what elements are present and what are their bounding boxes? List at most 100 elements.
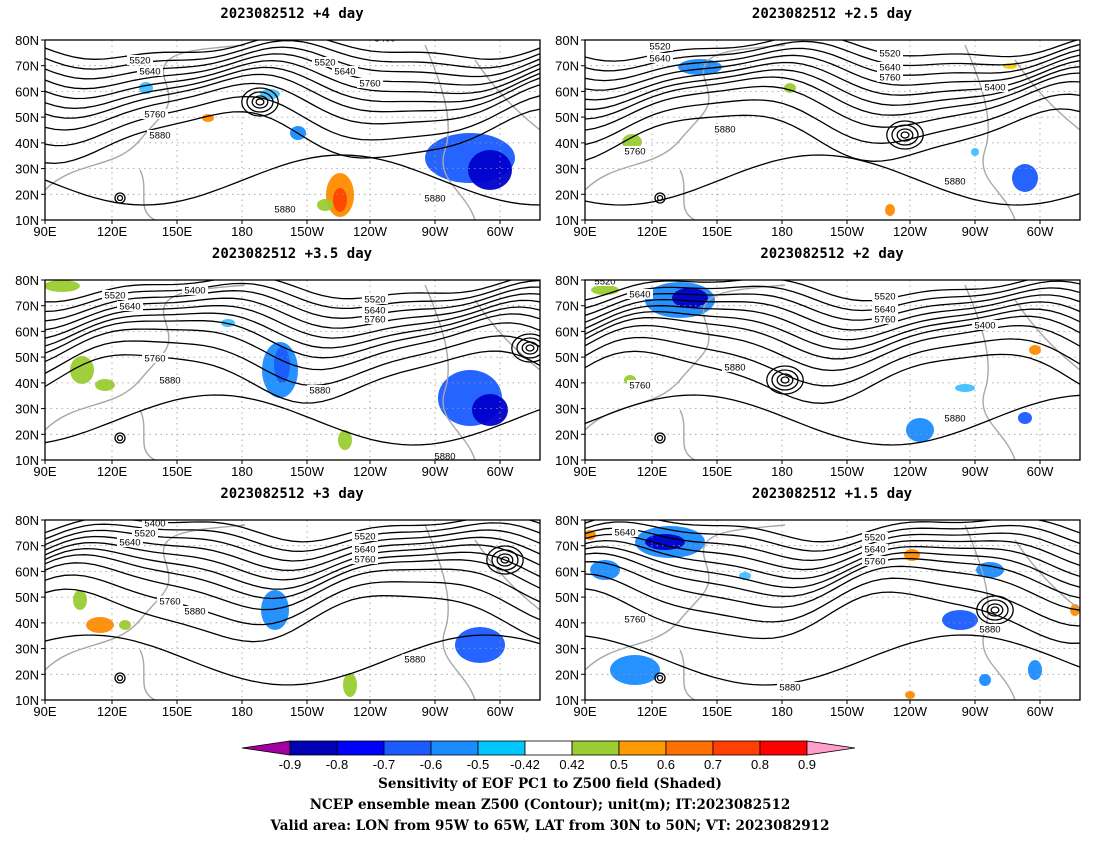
closed-contour [990,606,1000,614]
lon-label: 180 [231,224,253,239]
map-frame [44,279,541,461]
contour-label: 5880 [779,683,800,694]
contour-label-bg [877,72,903,82]
closed-contour [516,337,540,359]
contour-label-bg [362,294,388,304]
contour-label-bg [622,146,648,156]
closed-contour [656,434,664,442]
colorbar-segment [524,740,573,756]
coastline [45,524,246,671]
contour-line [585,280,1080,312]
closed-contour [116,674,124,682]
lat-label: 40N [555,376,579,391]
sensitivity-shade [455,627,505,663]
coastline [474,539,540,611]
lat-label: 30N [15,402,39,417]
lat-label: 70N [555,59,579,74]
lat-label: 80N [555,513,579,528]
lon-label: 150E [162,464,193,479]
contour-label-bg [877,48,903,58]
contour-line [45,588,540,643]
contour-label-bg [352,531,378,541]
lon-label: 60W [487,464,514,479]
contour-label: 5880 [404,655,425,666]
contour-line [585,336,1080,387]
lat-label: 10N [555,453,579,468]
contour-line [585,527,1080,562]
sensitivity-shade [672,288,708,308]
closed-contour [654,192,666,204]
contour-label-bg [362,314,388,324]
lat-label: 60N [555,324,579,339]
colorbar-label: 0.6 [657,757,675,772]
contour-label: 5520 [864,533,885,544]
closed-contour [981,599,1009,621]
lon-label: 150E [162,704,193,719]
coastline [1014,539,1080,611]
contour-label-bg [862,556,888,566]
lat-label: 40N [555,136,579,151]
contour-label-bg [372,40,398,43]
coastline [474,299,540,371]
caption-line-2: NCEP ensemble mean Z500 (Contour); unit(… [309,797,791,813]
lat-label: 30N [555,642,579,657]
closed-contour [511,333,540,363]
sensitivity-shade [1012,164,1038,192]
sensitivity-shade [86,617,114,633]
colorbar-label: 0.9 [798,757,816,772]
contour-label-bg [712,124,738,134]
colorbar-segment [336,740,385,756]
coastline [424,284,476,460]
contour-line [45,73,540,119]
lon-label: 120W [353,464,388,479]
contour-line [45,562,540,611]
lon-label: 60W [1027,464,1054,479]
lon-label: 150E [702,704,733,719]
lon-label: 120E [637,704,668,719]
contour-label: 5640 [874,305,895,316]
contour-label-bg [777,682,803,692]
coastline [474,59,540,131]
lat-label: 20N [555,187,579,202]
closed-contour [500,556,510,564]
contour-label: 5640 [614,528,635,539]
contour-label: 5880 [944,177,965,188]
lon-label: 90W [962,704,989,719]
lat-label: 50N [555,110,579,125]
closed-contour [114,672,126,684]
sensitivity-shade [678,59,722,75]
lat-label: 10N [555,213,579,228]
lat-label: 30N [15,162,39,177]
contour-line [45,547,540,590]
colorbar-segment [477,740,526,756]
contour-line [45,350,540,404]
contour-label: 5760 [624,615,645,626]
contour-label-bg [132,528,158,538]
contour-line [585,308,1080,351]
lon-label: 90E [573,224,596,239]
colorbar-segment [241,740,291,756]
contour-label: 5520 [364,295,385,306]
map-panel: 54005520564055205640576057605880588080N7… [15,513,541,719]
contour-label-bg [862,544,888,554]
closed-contour [776,373,794,387]
sensitivity-shade [45,280,80,292]
sensitivity-shade [905,691,915,699]
contour-line [45,335,540,387]
caption-line-3: Valid area: LON from 95W to 65W, LAT fro… [270,818,830,834]
contour-label-bg [182,606,208,616]
lon-label: 150W [290,464,325,479]
contour-label: 5520 [354,532,375,543]
contour-label: 5760 [624,147,645,158]
contour-label: 5400 [184,286,205,297]
colorbar-label: 0.7 [704,757,722,772]
contour-label: 5400 [974,321,995,332]
lon-label: 90W [422,224,449,239]
closed-contour [886,120,924,150]
map-frame [584,39,1081,221]
contour-line [45,313,540,359]
colorbar-label: -0.5 [467,757,489,772]
lon-label: 150W [290,224,325,239]
